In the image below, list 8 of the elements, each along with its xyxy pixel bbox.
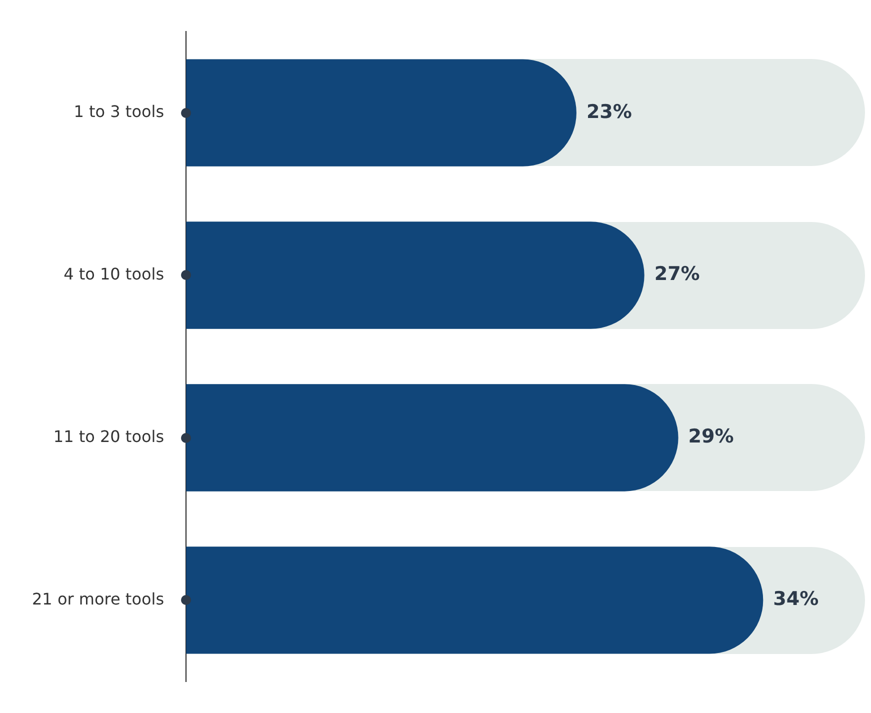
data-label: 29% [688,426,734,448]
data-label: 23% [586,100,632,123]
y-tick-label: 1 to 3 tools [74,102,164,121]
y-tick-label: 21 or more tools [32,589,164,608]
data-label: 27% [654,263,700,286]
y-tick-label: 11 to 20 tools [53,426,164,446]
data-label: 34% [773,588,819,610]
y-tick-label: 4 to 10 tools [64,264,164,284]
